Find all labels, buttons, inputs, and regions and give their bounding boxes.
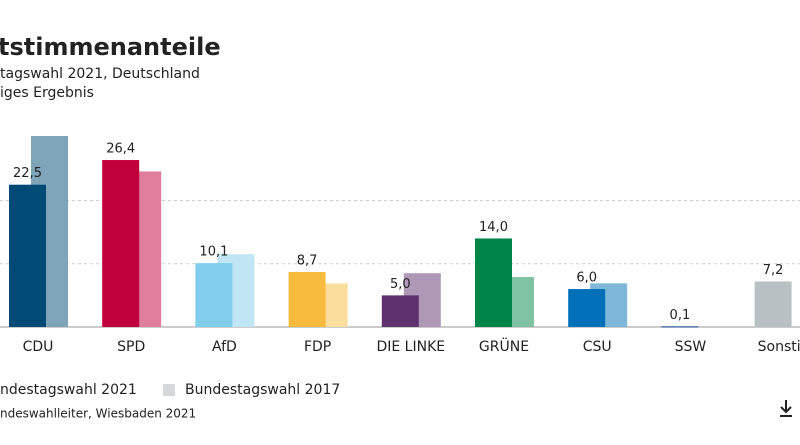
value-label: 14,0	[479, 220, 508, 235]
x-tick-label: CDU	[23, 339, 54, 355]
value-label: 7,2	[763, 263, 784, 278]
value-label: 0,1	[670, 308, 691, 323]
download-icon[interactable]	[780, 400, 792, 417]
source: ndeswahlleiter, Wiesbaden 2021	[0, 407, 196, 421]
bar	[475, 238, 512, 327]
value-label: 8,7	[297, 253, 318, 268]
value-label: 6,0	[576, 271, 597, 286]
legend-label: Bundestagswahl 2017	[185, 382, 340, 398]
bar	[754, 281, 792, 327]
x-tick-label: DIE LINKE	[376, 339, 445, 355]
bar	[9, 184, 46, 327]
chart-subtitle: tagswahl 2021, Deutschland	[0, 66, 200, 82]
x-tick-label: CSU	[583, 339, 612, 355]
x-tick-label: SSW	[675, 339, 707, 355]
bar	[661, 326, 699, 328]
bar	[568, 289, 606, 327]
chart-title: tstimmenanteile	[0, 33, 221, 61]
value-label: 5,0	[390, 277, 411, 292]
x-tick-label: SPD	[117, 339, 145, 355]
chart-subtitle: iges Ergebnis	[0, 85, 94, 101]
bar	[381, 295, 419, 327]
legend-marker	[163, 384, 175, 396]
x-tick-label: AfD	[212, 339, 237, 355]
legend-label: ndestagswahl 2021	[0, 382, 137, 398]
x-tick-label: GRÜNE	[479, 337, 529, 355]
x-tick-label: FDP	[304, 339, 331, 355]
bar	[195, 263, 233, 327]
value-label: 22,5	[13, 166, 42, 181]
value-label: 10,1	[199, 245, 228, 260]
bar	[102, 160, 140, 327]
value-label: 26,4	[106, 142, 135, 157]
bar	[288, 271, 326, 327]
x-tick-label: Sonstig	[758, 339, 800, 355]
